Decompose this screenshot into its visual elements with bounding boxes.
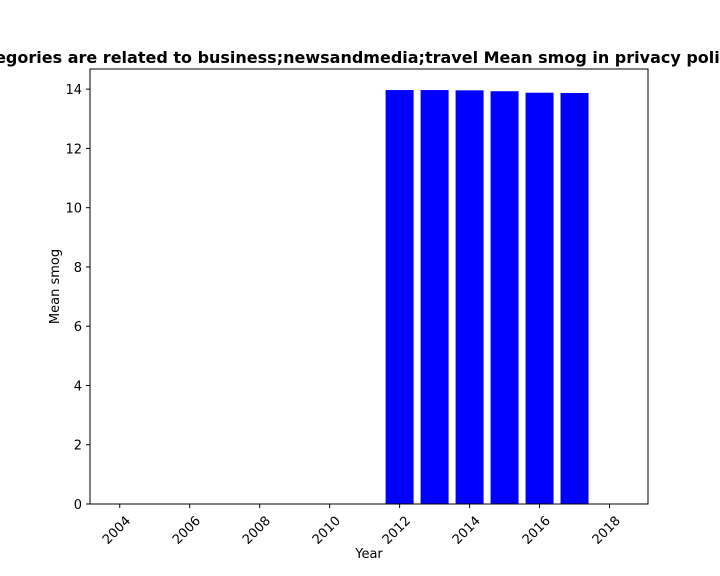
bars-group	[385, 90, 589, 505]
x-tick-label: 2014	[450, 514, 484, 548]
bar-2012	[385, 90, 414, 505]
bar-2015	[490, 91, 519, 504]
bar-2013	[420, 90, 449, 505]
chart-title: Categories are related to business;newsa…	[0, 48, 720, 67]
y-tick-label: 6	[74, 320, 82, 335]
x-tick-label: 2012	[380, 514, 414, 548]
x-tick-label: 2006	[170, 514, 204, 548]
x-tick-label: 2016	[520, 514, 554, 548]
y-axis: 0 2 4 6 8 10 12 14	[65, 83, 90, 513]
y-axis-label: Mean smog	[48, 249, 63, 324]
x-tick-label: 2004	[100, 514, 134, 548]
bar-2016	[525, 92, 554, 504]
axes-frame	[89, 68, 649, 505]
y-tick-label: 12	[65, 142, 82, 157]
y-tick-label: 2	[74, 439, 82, 454]
x-tick-label: 2010	[310, 514, 344, 548]
y-tick-label: 4	[74, 379, 82, 394]
y-tick-label: 14	[65, 83, 82, 98]
x-axis-label: Year	[354, 547, 383, 562]
bar-2014	[455, 90, 484, 505]
x-tick-label: 2018	[590, 514, 624, 548]
bar-2017	[560, 93, 589, 504]
y-tick-label: 10	[65, 202, 82, 217]
x-axis: 2004 2006 2008 2010 2012 2014 2016 2018	[100, 504, 624, 548]
x-tick-label: 2008	[240, 514, 274, 548]
y-tick-label: 8	[74, 261, 82, 276]
y-tick-label: 0	[74, 498, 82, 513]
